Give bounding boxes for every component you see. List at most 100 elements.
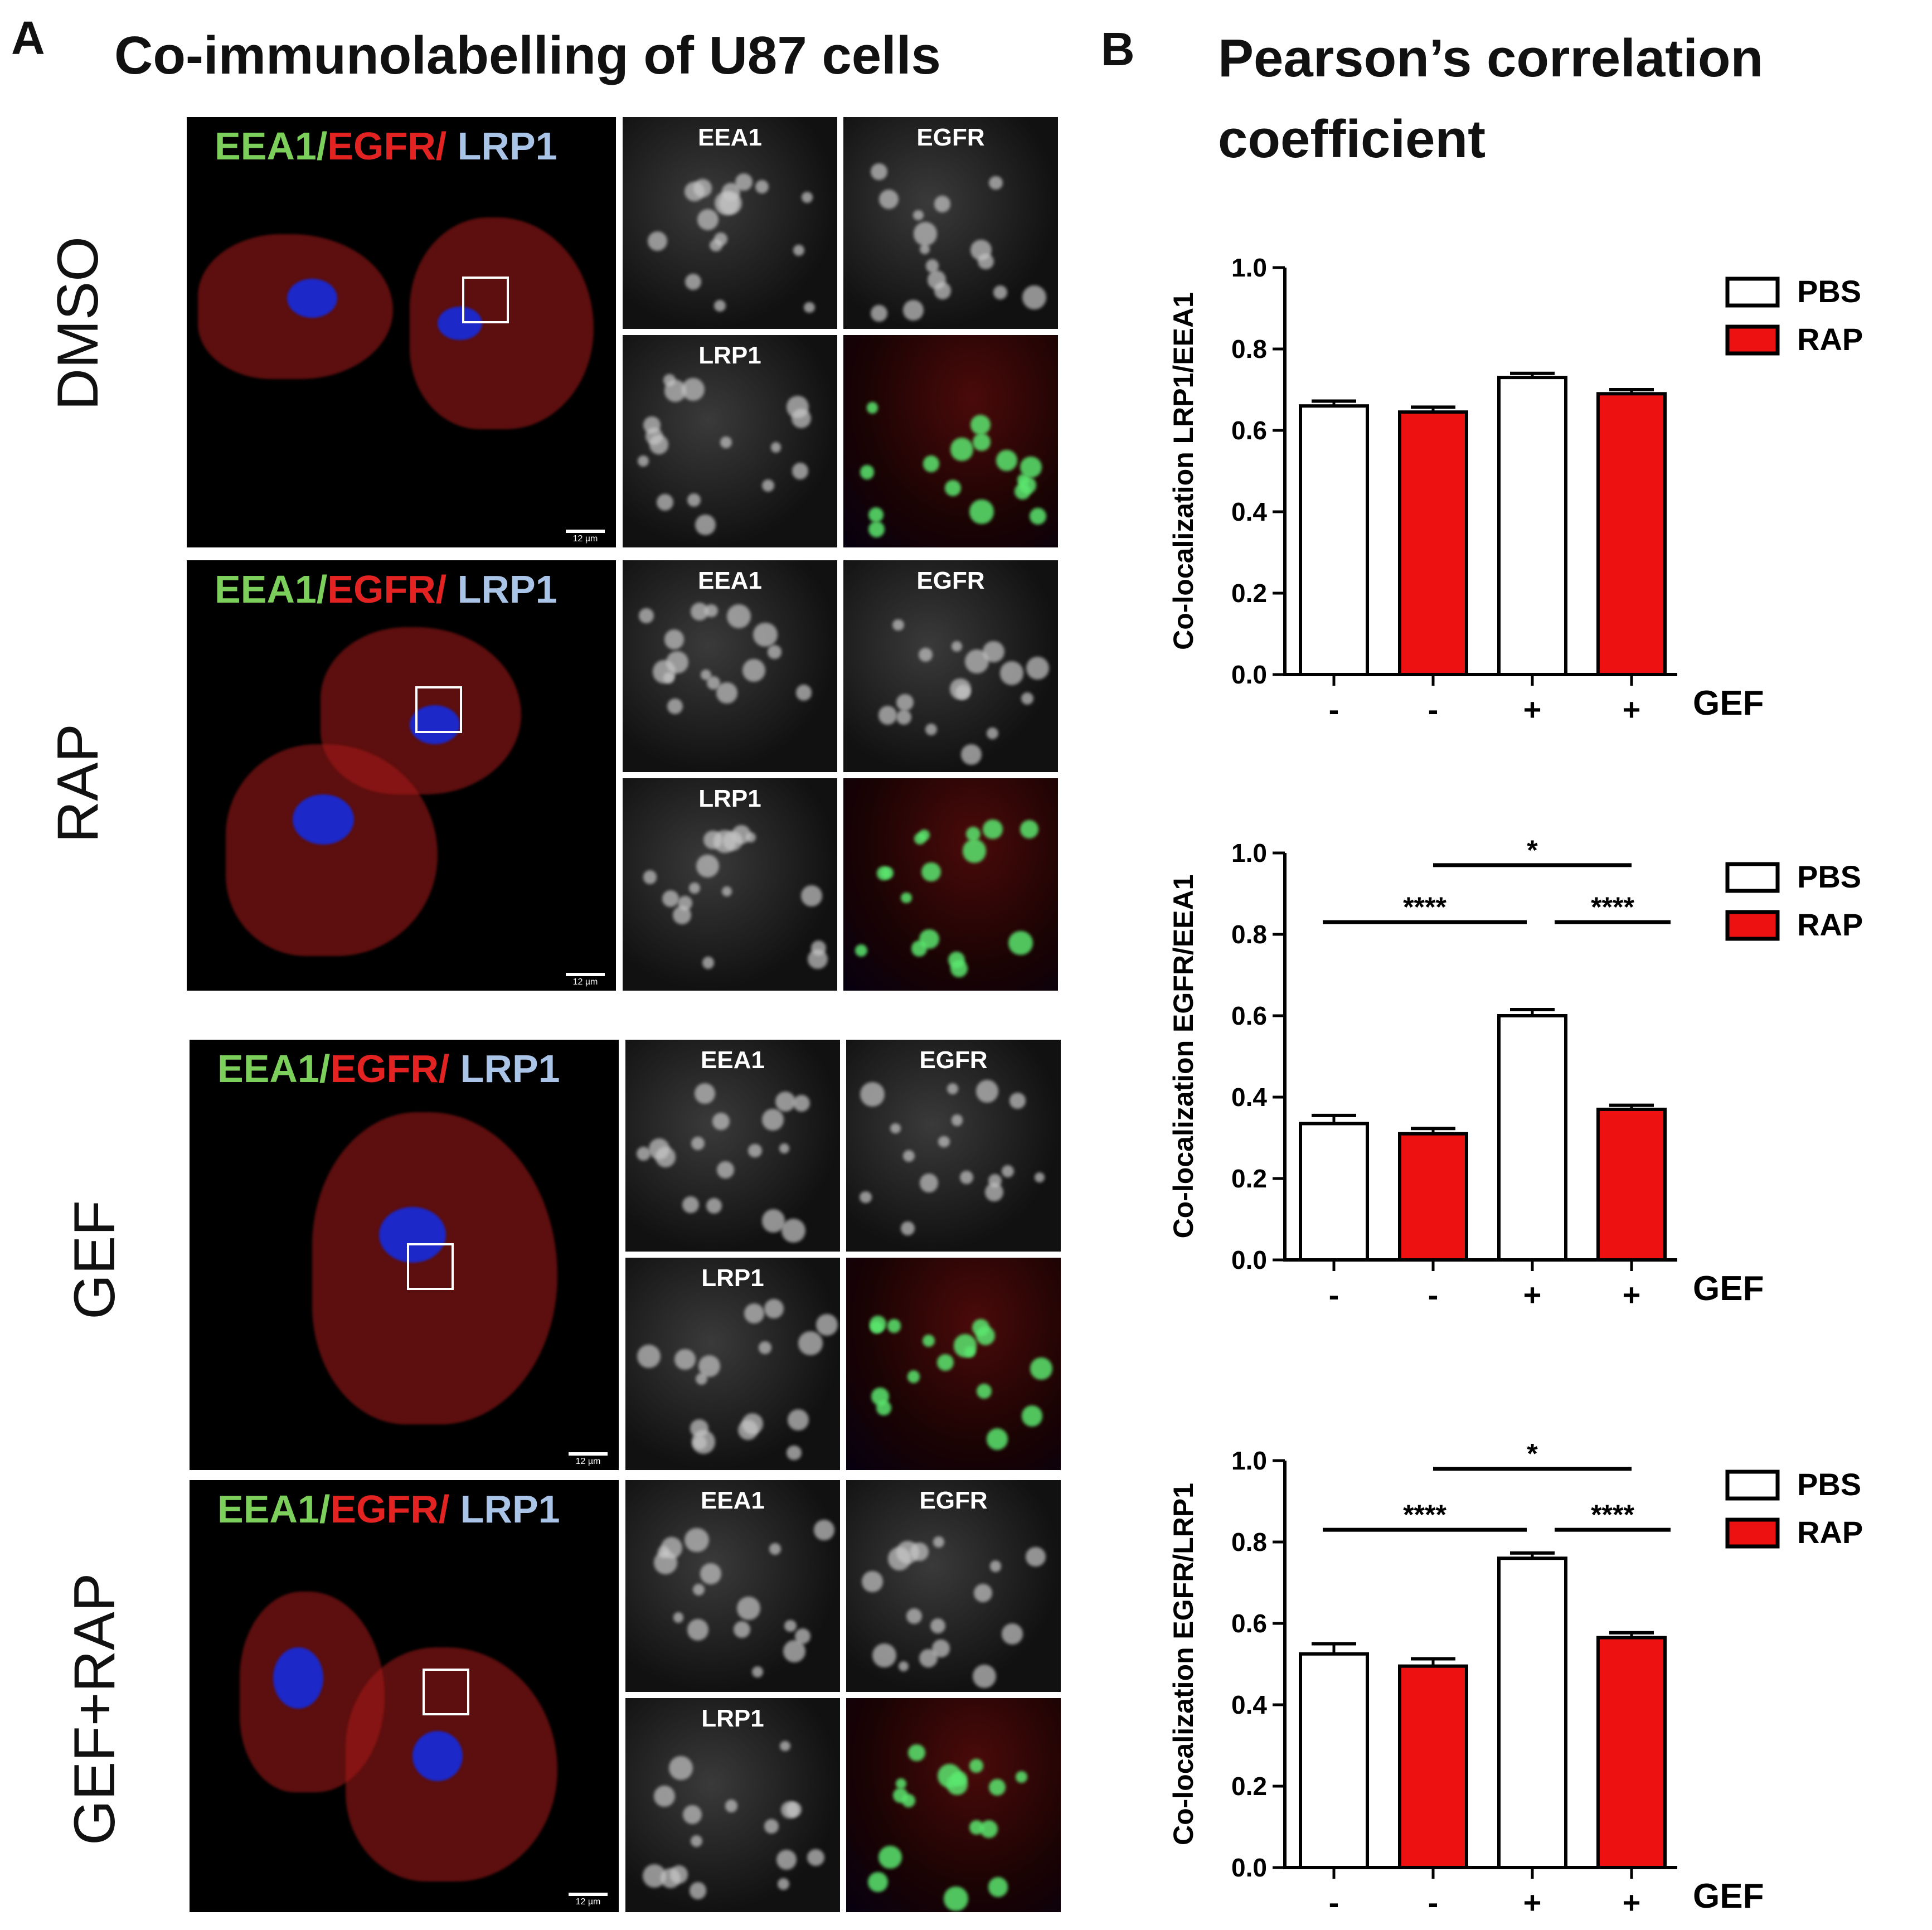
endosome-dot — [986, 1428, 1008, 1450]
endosome-dot — [769, 1543, 781, 1555]
zoom-gef-eea1: EEA1 — [625, 1040, 840, 1252]
endosome-dot — [727, 604, 751, 629]
endosome-dot — [973, 433, 991, 452]
endosome-dot — [868, 521, 885, 538]
endosome-dot — [872, 1643, 897, 1668]
bar — [1497, 1556, 1567, 1869]
endosome-dot — [694, 1083, 715, 1104]
endosome-dot — [1015, 1771, 1027, 1783]
nucleus — [379, 1207, 446, 1263]
legend-label: RAP — [1797, 1515, 1863, 1550]
endosome-dot — [689, 882, 701, 894]
stain-legend: EEA1/EGFR/ LRP1 — [215, 124, 557, 168]
zoom-gef-egfr: EGFR — [846, 1040, 1061, 1252]
y-tick-label: 0.2 — [1231, 579, 1267, 608]
endosome-dot — [667, 698, 683, 714]
x-tick-label: - — [1428, 1277, 1439, 1312]
legend-label: RAP — [1797, 322, 1863, 357]
endosome-dot — [950, 678, 971, 700]
endosome-dot — [989, 176, 1003, 190]
endosome-dot — [868, 507, 884, 523]
y-tick-label: 0.6 — [1231, 1001, 1267, 1030]
endosome-dot — [764, 1298, 784, 1319]
nucleus — [412, 1731, 463, 1781]
endosome-dot — [654, 1786, 675, 1807]
endosome-dot — [871, 163, 887, 180]
x-tick-label: - — [1428, 1885, 1439, 1920]
endosome-dot — [669, 1865, 688, 1884]
endosome-dot — [890, 1123, 901, 1133]
endosome-dot — [647, 231, 667, 251]
y-tick-label: 0.2 — [1231, 1164, 1267, 1193]
roi-box — [462, 277, 509, 323]
legend-swatch — [1725, 862, 1780, 893]
endosome-dot — [753, 622, 778, 647]
bar — [1596, 1107, 1667, 1262]
legend-swatch — [1725, 910, 1780, 941]
endosome-dot — [923, 1334, 935, 1347]
endosome-dot — [887, 1319, 901, 1333]
condition-label-gef: GEF — [62, 1200, 127, 1320]
endosome-dot — [989, 1560, 1002, 1572]
x-axis-label: GEF — [1693, 684, 1764, 722]
endosome-dot — [887, 1547, 911, 1571]
endosome-dot — [946, 1083, 959, 1095]
endosome-dot — [961, 744, 982, 765]
endosome-dot — [986, 727, 999, 740]
bar — [1398, 1132, 1468, 1262]
endosome-dot — [951, 1114, 963, 1126]
zoom-dmso-merge — [843, 335, 1058, 547]
zoom-rap-eea1: EEA1 — [623, 560, 837, 772]
endosome-dot — [925, 259, 939, 273]
endosome-dot — [685, 1527, 709, 1553]
endosome-dot — [930, 1618, 946, 1633]
endosome-dot — [869, 1315, 887, 1333]
y-tick-label: 0.0 — [1231, 660, 1267, 689]
micrograph-gef-rap-overview: EEA1/EGFR/ LRP1 12 µm — [190, 1480, 619, 1912]
panel-b-title-line1: Pearson’s correlation — [1218, 28, 1764, 88]
endosome-dot — [770, 442, 781, 453]
scale-bar — [566, 530, 605, 533]
y-axis-label: Co-localization LRP1/EEA1 — [1168, 292, 1199, 650]
roi-box — [407, 1243, 454, 1290]
significance-label: **** — [1591, 1499, 1634, 1530]
endosome-dot — [1001, 1623, 1023, 1645]
significance-label: * — [1527, 1438, 1538, 1470]
condition-label-rap: RAP — [46, 724, 110, 843]
endosome-dot — [780, 1740, 790, 1752]
nucleus — [287, 279, 337, 318]
endosome-dot — [674, 1349, 696, 1370]
zoom-gef-rap-merge — [846, 1698, 1061, 1912]
endosome-dot — [925, 724, 938, 736]
endosome-dot — [798, 1331, 823, 1356]
endosome-dot — [934, 196, 951, 212]
endosome-dot — [914, 832, 926, 845]
x-tick-label: - — [1329, 692, 1339, 727]
endosome-dot — [982, 819, 1003, 840]
y-axis-label: Co-localization EGFR/EEA1 — [1168, 875, 1199, 1239]
endosome-dot — [1020, 456, 1042, 478]
endosome-dot — [722, 831, 742, 851]
endosome-dot — [664, 629, 685, 649]
endosome-dot — [1026, 657, 1050, 680]
x-tick-label: + — [1523, 692, 1542, 727]
legend-swatch — [1725, 1517, 1780, 1549]
nucleus — [410, 705, 460, 744]
zoom-dmso-eea1: EEA1 — [623, 117, 837, 329]
zoom-gef-lrp1: LRP1 — [625, 1258, 840, 1470]
endosome-dot — [901, 892, 912, 904]
endosome-dot — [744, 1303, 765, 1323]
endosome-dot — [795, 685, 812, 701]
endosome-dot — [892, 619, 904, 631]
endosome-dot — [907, 1744, 925, 1762]
endosome-dot — [637, 455, 649, 467]
endosome-dot — [902, 300, 924, 321]
endosome-dot — [860, 464, 875, 479]
zoom-dmso-egfr: EGFR — [843, 117, 1058, 329]
endosome-dot — [976, 1383, 992, 1399]
endosome-dot — [658, 1546, 670, 1558]
scale-bar — [569, 1452, 608, 1456]
bar — [1497, 1014, 1567, 1262]
x-tick-label: + — [1623, 1277, 1641, 1312]
legend-label: PBS — [1797, 1467, 1861, 1502]
